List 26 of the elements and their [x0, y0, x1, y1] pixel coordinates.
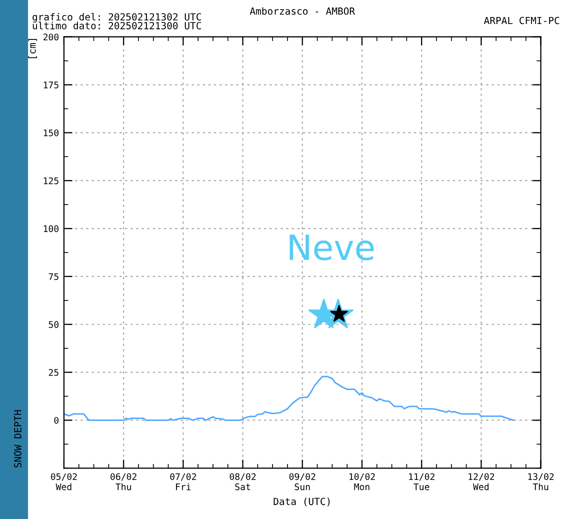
- annotation: Neve: [290, 234, 374, 260]
- y-tick-label: 50: [48, 321, 59, 328]
- x-tick-label: 10/02 Mon: [349, 473, 375, 490]
- y-tick-label: 125: [44, 177, 58, 184]
- y-axis-title: SNOW DEPTH: [14, 410, 22, 468]
- text: grafico del: 202502121302 UTC ultimo dato: 202502121300 UTC: [32, 12, 201, 30]
- x-tick-label: 07/02 Fri: [170, 473, 196, 490]
- y-tick-label: 100: [44, 225, 59, 232]
- y-tick-label: 150: [44, 129, 59, 136]
- text: ARPAL CFMI-PC: [484, 16, 560, 24]
- line-series: [64, 376, 514, 421]
- x-tick-label: 09/02 Sun: [289, 473, 316, 490]
- x-tick-label: 08/02 Sat: [230, 473, 256, 490]
- chart-title: Amborzasco - AMBOR: [250, 7, 356, 15]
- x-tick-label: 12/02 Wed: [468, 473, 494, 490]
- x-tick-label: 06/02 Thu: [110, 473, 136, 490]
- y-tick-label: 75: [48, 273, 58, 280]
- y-tick-label: 25: [48, 369, 58, 376]
- y-tick-label: 200: [43, 34, 59, 40]
- text: [cm]: [28, 39, 37, 58]
- y-tick-label: 175: [44, 82, 58, 88]
- x-tick-label: 05/02 Wed: [50, 473, 77, 490]
- x-tick-label: 13/02 Thu: [528, 473, 554, 490]
- x-axis-title: Data (UTC): [274, 498, 330, 506]
- x-tick-label: 11/02 Tue: [409, 473, 434, 490]
- y-tick-label: 0: [54, 416, 59, 424]
